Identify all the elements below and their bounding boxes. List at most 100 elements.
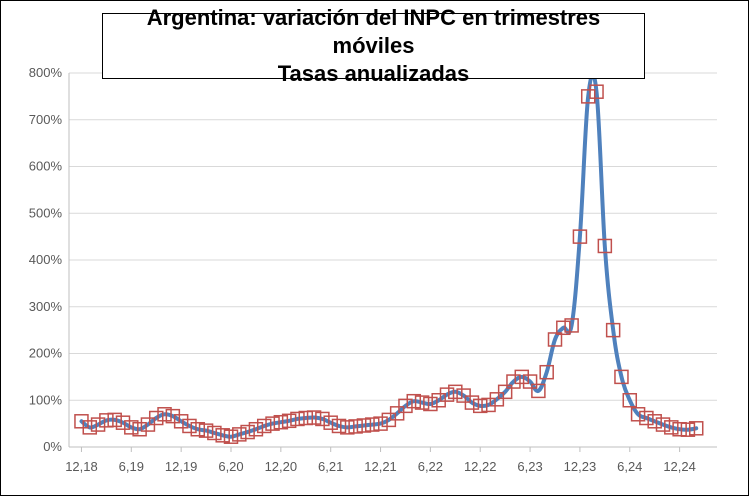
x-tick-label: 6,19 xyxy=(119,459,144,474)
data-point-marker xyxy=(580,89,596,104)
data-point-marker xyxy=(406,393,422,409)
data-point-marker xyxy=(248,421,264,437)
data-point-marker xyxy=(107,412,122,428)
data-point-marker xyxy=(298,410,314,426)
chart-subtitle: Tasas anualizadas xyxy=(277,61,470,86)
data-point-marker xyxy=(497,384,513,400)
data-point-marker xyxy=(647,414,662,429)
x-tick-label: 6,20 xyxy=(218,459,243,474)
data-point-marker xyxy=(256,418,272,434)
x-tick-label: 6,24 xyxy=(617,459,642,474)
data-point-marker xyxy=(331,418,347,434)
data-point-marker xyxy=(290,411,305,427)
data-point-marker xyxy=(614,369,629,385)
x-tick-label: 12,22 xyxy=(464,459,497,474)
data-point-marker xyxy=(132,421,147,437)
data-point-marker xyxy=(148,410,164,426)
data-point-marker xyxy=(165,408,181,424)
data-point-marker xyxy=(356,418,372,433)
data-point-marker xyxy=(547,332,563,347)
x-tick-label: 12,20 xyxy=(265,459,298,474)
data-point-marker xyxy=(597,238,613,254)
data-point-marker xyxy=(90,417,106,432)
axes xyxy=(68,73,717,452)
data-point-marker xyxy=(157,407,172,422)
data-point-marker xyxy=(439,387,455,402)
x-tick-label: 12,24 xyxy=(663,459,696,474)
y-tick-label: 200% xyxy=(29,346,63,361)
data-point-marker xyxy=(348,419,363,434)
data-point-marker xyxy=(364,417,380,432)
data-point-marker xyxy=(82,420,98,435)
data-point-marker xyxy=(688,421,704,436)
data-point-marker xyxy=(281,413,297,429)
data-point-marker xyxy=(182,418,197,434)
data-point-marker xyxy=(531,383,546,399)
data-point-marker xyxy=(506,374,521,389)
data-point-marker xyxy=(423,396,438,412)
data-point-marker xyxy=(389,406,405,421)
data-point-marker xyxy=(464,395,480,410)
y-tick-labels: 0% 100% 200% 300% 400% 500% 600% 700% 800% xyxy=(29,65,63,454)
x-tick-label: 6,22 xyxy=(418,459,443,474)
data-point-marker xyxy=(514,369,530,385)
data-point-marker xyxy=(622,393,638,408)
data-point-marker xyxy=(232,427,247,442)
data-point-marker xyxy=(223,429,239,444)
data-point-marker xyxy=(472,398,488,414)
chart-title-box: Argentina: variación del INPC en trimest… xyxy=(102,5,645,86)
data-point-marker xyxy=(639,410,654,426)
series-markers xyxy=(74,84,704,444)
data-point-marker xyxy=(556,320,571,336)
x-tick-label: 12,23 xyxy=(564,459,597,474)
data-point-marker xyxy=(664,420,679,435)
y-tick-label: 0% xyxy=(43,439,62,454)
data-point-marker xyxy=(605,322,621,338)
data-point-marker xyxy=(373,416,388,431)
data-point-marker xyxy=(448,384,463,400)
data-point-marker xyxy=(240,424,255,440)
data-point-marker xyxy=(265,416,280,431)
series-line-layer xyxy=(79,72,699,439)
x-tick-label: 12,18 xyxy=(65,459,98,474)
x-tick-label: 6,21 xyxy=(318,459,343,474)
data-point-marker xyxy=(198,423,214,438)
data-point-marker xyxy=(630,407,646,422)
data-point-marker xyxy=(215,428,230,443)
data-point-marker xyxy=(99,413,114,428)
data-point-marker xyxy=(273,414,289,430)
y-tick-label: 300% xyxy=(29,299,63,314)
data-point-marker xyxy=(315,411,330,427)
data-point-marker xyxy=(207,425,222,441)
x-tick-label: 6,23 xyxy=(517,459,542,474)
data-point-marker xyxy=(539,364,554,380)
data-point-marker xyxy=(431,393,446,408)
data-point-marker xyxy=(489,392,505,407)
data-point-marker xyxy=(655,417,671,432)
x-tick-labels: 12,18 6,19 12,19 6,20 12,20 6,21 12,21 6,22 12,2… xyxy=(65,459,696,474)
data-point-marker xyxy=(680,422,696,437)
data-point-marker xyxy=(672,421,687,437)
data-point-marker xyxy=(522,374,538,389)
data-point-marker xyxy=(589,84,604,99)
data-point-marker xyxy=(115,415,131,430)
data-point-marker xyxy=(564,318,579,333)
data-point-marker xyxy=(481,397,496,413)
data-point-marker xyxy=(323,415,338,430)
data-point-marker xyxy=(124,420,139,435)
y-tick-label: 100% xyxy=(29,392,63,407)
y-tick-label: 500% xyxy=(29,205,63,220)
data-point-marker xyxy=(173,414,189,429)
x-tick-label: 12,21 xyxy=(364,459,397,474)
data-point-marker xyxy=(306,410,322,425)
y-tick-label: 600% xyxy=(29,159,63,174)
chart-title: Argentina: variación del INPC en trimest… xyxy=(146,5,601,58)
data-point-marker xyxy=(572,229,588,244)
grid-lines xyxy=(69,72,717,401)
y-tick-label: 400% xyxy=(29,252,63,267)
data-point-marker xyxy=(414,395,430,410)
data-point-marker xyxy=(190,421,206,437)
x-tick-label: 12,19 xyxy=(165,459,198,474)
